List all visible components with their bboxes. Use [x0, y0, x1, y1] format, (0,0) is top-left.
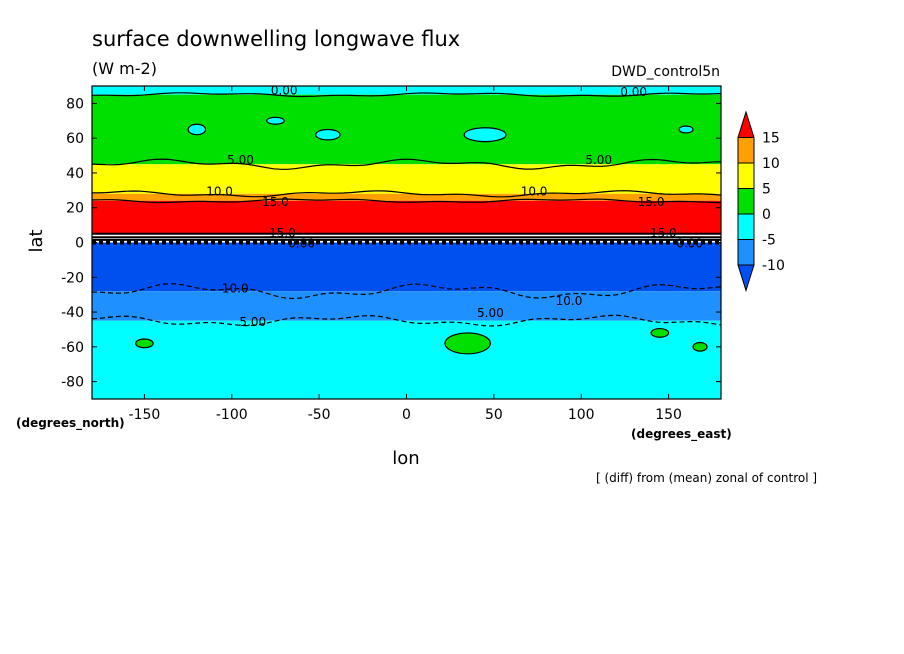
- contour-blob-0: [187, 123, 207, 136]
- contour-label-6: 15.0: [262, 195, 289, 209]
- contour-label-11: 0.00: [676, 237, 703, 251]
- colorbar-swatch-5: [737, 137, 755, 164]
- contour-label-14: 5.00: [239, 315, 266, 329]
- x-tick-label-6: 150: [655, 407, 682, 423]
- y-tick-label-1: -60: [61, 340, 84, 356]
- contour-blob-5: [444, 332, 491, 355]
- y-tick-label-4: 0: [75, 236, 84, 252]
- contour-label-12: 10.0: [222, 282, 249, 296]
- y-tick-label-5: 20: [66, 201, 84, 217]
- contour-line-2: [92, 190, 722, 198]
- contour-label-1: 0.00: [620, 85, 647, 99]
- colorbar-arrow-bottom: [737, 264, 755, 293]
- colorbar-arrow-top: [737, 110, 755, 138]
- contour-blob-3: [266, 116, 285, 125]
- band-2: [92, 164, 721, 194]
- subtitle: [ (diff) from (mean) zonal of control ]: [596, 471, 817, 485]
- y-tick-label-7: 60: [66, 131, 84, 147]
- x-axis-label: lon: [392, 448, 419, 469]
- colorbar-label-4: -5: [762, 233, 776, 249]
- colorbar: 15 10 5 0 -5 -10: [737, 110, 785, 293]
- colorbar-swatch-4: [737, 162, 755, 189]
- contour-label-0: 0.00: [271, 83, 298, 97]
- contour-label-2: 5.00: [227, 153, 254, 167]
- contour-blob-8: [692, 341, 708, 352]
- contour-label-9: 15.0: [650, 226, 677, 240]
- x-tick-label-4: 50: [485, 407, 503, 423]
- colorbar-label-1: 10: [762, 156, 780, 172]
- y-tick-label-3: -20: [61, 270, 84, 286]
- band-5: [92, 242, 721, 292]
- chart-units: (W m-2): [92, 59, 157, 78]
- plot-area: 0.00 0.00 5.00 5.00 10.0 10.0 15.0 15.0 15.0 15.0…: [61, 83, 722, 423]
- band-4: [92, 200, 721, 234]
- y-tick-label-2: -40: [61, 305, 84, 321]
- contour-label-8: 15.0: [269, 226, 296, 240]
- colorbar-swatch-2: [737, 213, 755, 240]
- contour-label-13: 10.0: [556, 294, 583, 308]
- colorbar-label-2: 5: [762, 182, 771, 198]
- band-3: [92, 193, 721, 201]
- colorbar-label-5: -10: [762, 258, 785, 274]
- y-axis-units: (degrees_north): [16, 416, 125, 431]
- contour-line-5: [91, 314, 722, 327]
- contour-blob-4: [678, 125, 694, 134]
- contour-line-4: [91, 283, 722, 300]
- contour-label-5: 10.0: [521, 184, 548, 198]
- contour-line-3: [91, 198, 721, 204]
- contour-line-1: [91, 158, 722, 170]
- x-tick-label-2: -50: [308, 407, 331, 423]
- x-tick-label-0: -150: [129, 407, 161, 423]
- contour-blob-1: [315, 128, 341, 141]
- y-tick-label-6: 40: [66, 166, 84, 182]
- contour-line-0: [91, 92, 722, 98]
- contour-blob-7: [650, 327, 670, 338]
- contour-blob-6: [135, 338, 154, 349]
- colorbar-swatch-1: [737, 239, 755, 266]
- x-tick-label-3: 0: [402, 407, 411, 423]
- colorbar-label-3: 0: [762, 207, 771, 223]
- contour-label-15: 5.00: [477, 306, 504, 320]
- x-tick-label-5: 100: [568, 407, 595, 423]
- chart-title: surface downwelling longwave flux: [92, 27, 460, 51]
- y-tick-label-0: -80: [61, 375, 84, 391]
- x-axis-units: (degrees_east): [631, 427, 732, 442]
- contour-label-10: 0.00: [288, 237, 315, 251]
- contour-blob-2: [463, 127, 507, 143]
- colorbar-swatch-3: [737, 188, 755, 215]
- colorbar-label-0: 15: [762, 131, 780, 147]
- contour-label-4: 10.0: [206, 184, 233, 198]
- contour-label-3: 5.00: [585, 153, 612, 167]
- dataset-label: DWD_control5n: [611, 64, 720, 80]
- x-tick-label-1: -100: [216, 407, 248, 423]
- band-1: [92, 94, 721, 165]
- y-axis-label: lat: [26, 229, 47, 252]
- band-7: [92, 320, 721, 399]
- contour-label-7: 15.0: [638, 195, 665, 209]
- y-tick-label-8: 80: [66, 96, 84, 112]
